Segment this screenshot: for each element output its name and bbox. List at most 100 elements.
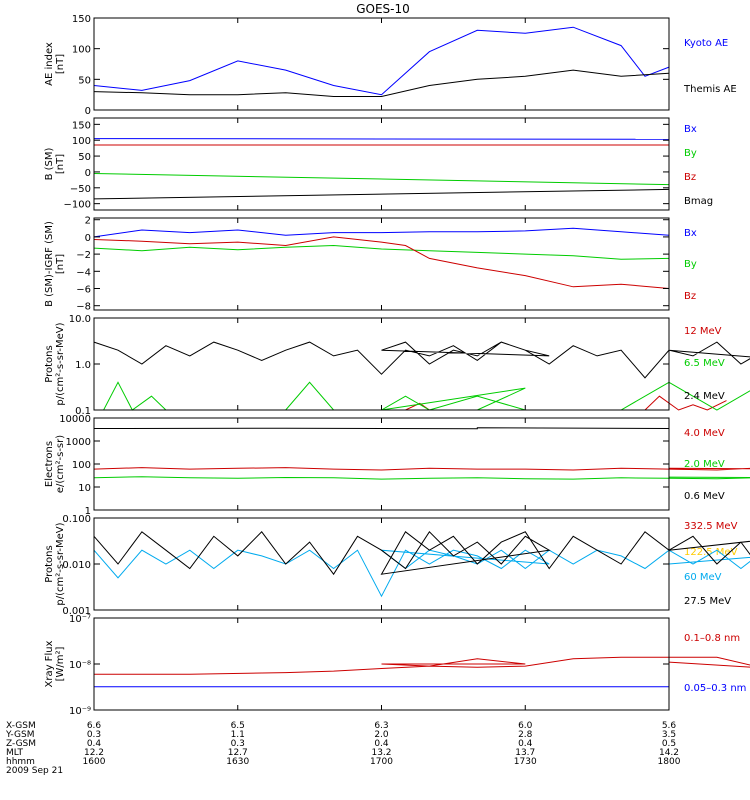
ephemeris-value-5-3: 1700: [370, 757, 393, 767]
ephemeris-value-1-3: 6.3: [374, 721, 388, 731]
y-tick-label-4-3: 10.0: [69, 314, 91, 325]
y-tick-label-7-1: 10⁻⁹: [69, 706, 91, 717]
ephemeris-value-4-4: 13.7: [515, 748, 535, 758]
ephemeris-value-1-1: 6.6: [87, 721, 102, 731]
panel-1: Kyoto AE Themis AE 0 50 100 150 AE index [nT]: [44, 14, 737, 117]
panel-frame-5: [93, 417, 670, 511]
ephemeris-value-4-3: 13.2: [371, 748, 391, 758]
ephemeris-value-2-4: 2.8: [518, 730, 533, 740]
panel-4: 12 MeV 6.5 MeV 2.4 MeV 0.1 1.0 10.0 Protons p/(…: [44, 314, 750, 417]
y-tick-label-1-2: 50: [78, 75, 91, 86]
ephemeris-label-3: Z-GSM: [6, 739, 36, 749]
chart-title: GOES-10: [356, 2, 410, 16]
y-axis-label-5-2: e/(cm²-s-sr): [55, 435, 66, 493]
y-axis-label-1-1: AE index: [44, 42, 55, 86]
legend-label-2-2: By: [684, 148, 697, 159]
y-tick-label-3-4: −2: [76, 250, 91, 261]
y-axis-label-6-1: Protons: [44, 545, 55, 582]
ephemeris-value-5-5: 1800: [658, 757, 681, 767]
y-tick-label-6-2: 0.010: [62, 560, 91, 571]
panel-7: 0.1–0.8 nm 0.05–0.3 nm 10⁻⁹ 10⁻⁸ 10⁻⁷ Xray Fl…: [44, 614, 750, 717]
y-tick-label-2-5: 100: [72, 136, 91, 147]
legend-label-3-1: Bx: [684, 228, 697, 239]
ephemeris-label-4: MLT: [6, 748, 24, 758]
legend-label-6-1: 332.5 MeV: [684, 521, 738, 532]
y-axis-label-6-2: p/(cm²-s-sr-MeV): [55, 522, 66, 605]
series-line-5-3: [93, 427, 670, 430]
legend-label-5-3: 0.6 MeV: [684, 491, 725, 502]
y-tick-label-2-4: 50: [78, 152, 91, 163]
ephemeris-value-3-3: 0.4: [374, 739, 389, 749]
y-tick-label-2-2: −50: [70, 184, 91, 195]
y-axis-label-3-2: [nT]: [55, 254, 66, 274]
y-tick-label-1-3: 100: [72, 45, 91, 56]
y-axis-label-2-1: B (SM): [44, 147, 55, 180]
y-tick-label-7-2: 10⁻⁸: [69, 660, 91, 671]
legend-label-6-4: 27.5 MeV: [684, 596, 731, 607]
legend-label-2-4: Bmag: [684, 196, 713, 207]
series-line-4-1: [405, 395, 727, 411]
ephemeris-value-3-5: 0.5: [662, 739, 676, 749]
ephemeris-value-1-5: 5.6: [662, 721, 677, 731]
legend-label-7-2: 0.05–0.3 nm: [684, 683, 746, 694]
y-axis-label-5-1: Electrons: [44, 441, 55, 487]
legend-label-2-1: Bx: [684, 124, 697, 135]
ephemeris-value-4-2: 12.7: [228, 748, 248, 758]
y-tick-label-2-6: 150: [72, 120, 91, 131]
legend-label-1-1: Kyoto AE: [684, 38, 728, 49]
series-line-3-2: [93, 244, 670, 260]
panel-3: Bx By Bz −8 −6 −4 −2 0 2 B (SM)-IGRF (SM) [nT]: [44, 216, 697, 313]
y-axis-label-7-2: [W/m²]: [55, 646, 66, 681]
legend-label-6-3: 60 MeV: [684, 572, 722, 583]
y-axis-label-4-2: p/(cm²-s-sr-MeV): [55, 322, 66, 405]
y-axis-label-7-1: Xray Flux: [44, 640, 55, 687]
series-line-3-3: [93, 236, 670, 289]
ephemeris-value-1-4: 6.0: [518, 721, 533, 731]
legend-label-5-2: 2.0 MeV: [684, 459, 725, 470]
y-tick-label-1-1: 0: [85, 106, 91, 117]
ephemeris-label-1: X-GSM: [6, 721, 36, 731]
ephemeris-value-5-4: 1730: [514, 757, 537, 767]
ephemeris-value-1-2: 6.5: [231, 721, 245, 731]
series-line-1-2: [93, 69, 670, 97]
y-tick-label-5-2: 10: [78, 483, 91, 494]
y-tick-label-4-1: 0.1: [75, 406, 91, 417]
ephemeris-value-3-2: 0.3: [231, 739, 245, 749]
ephemeris-label-2: Y-GSM: [5, 730, 34, 740]
legend-label-3-3: Bz: [684, 291, 696, 302]
y-tick-label-5-4: 1000: [66, 437, 91, 448]
y-tick-label-3-2: −6: [76, 285, 91, 296]
ephemeris-value-3-4: 0.4: [518, 739, 533, 749]
ephemeris-value-4-1: 12.2: [84, 748, 104, 758]
panel-6: 332.5 MeV 122.5 MeV 60 MeV 27.5 MeV 0.001 0.0…: [44, 514, 750, 617]
panel-frame-4: [93, 317, 670, 411]
ephemeris-value-4-5: 14.2: [659, 748, 679, 758]
y-tick-label-5-1: 1: [85, 506, 91, 517]
y-axis-label-3-1: B (SM)-IGRF (SM): [44, 221, 55, 307]
ephemeris-value-3-1: 0.4: [87, 739, 102, 749]
series-line-2-4: [93, 188, 670, 200]
series-line-4-3: [93, 341, 750, 379]
y-tick-label-2-1: −100: [64, 200, 91, 211]
series-line-2-1: [93, 138, 670, 140]
legend-label-1-2: Themis AE: [683, 84, 737, 95]
series-line-1-1: [93, 26, 670, 96]
y-tick-label-3-6: 2: [85, 216, 91, 227]
y-axis-label-4-1: Protons: [44, 345, 55, 382]
y-tick-label-7-3: 10⁻⁷: [69, 614, 91, 625]
legend-label-4-2: 6.5 MeV: [684, 358, 725, 369]
y-tick-label-3-1: −8: [76, 302, 91, 313]
ephemeris-value-5-2: 1630: [226, 757, 249, 767]
y-tick-label-4-2: 1.0: [75, 360, 91, 371]
series-line-7-1: [94, 656, 750, 675]
date-label: 2009 Sep 21: [6, 766, 63, 776]
y-tick-label-6-1: 0.001: [62, 606, 91, 617]
series-line-5-1: [93, 467, 750, 471]
y-axis-label-2-2: [nT]: [55, 154, 66, 174]
legend-label-6-2: 122.5 MeV: [684, 547, 738, 558]
y-tick-label-1-4: 150: [72, 14, 91, 25]
legend-label-7-1: 0.1–0.8 nm: [684, 633, 740, 644]
ephemeris-value-5-1: 1600: [83, 757, 106, 767]
